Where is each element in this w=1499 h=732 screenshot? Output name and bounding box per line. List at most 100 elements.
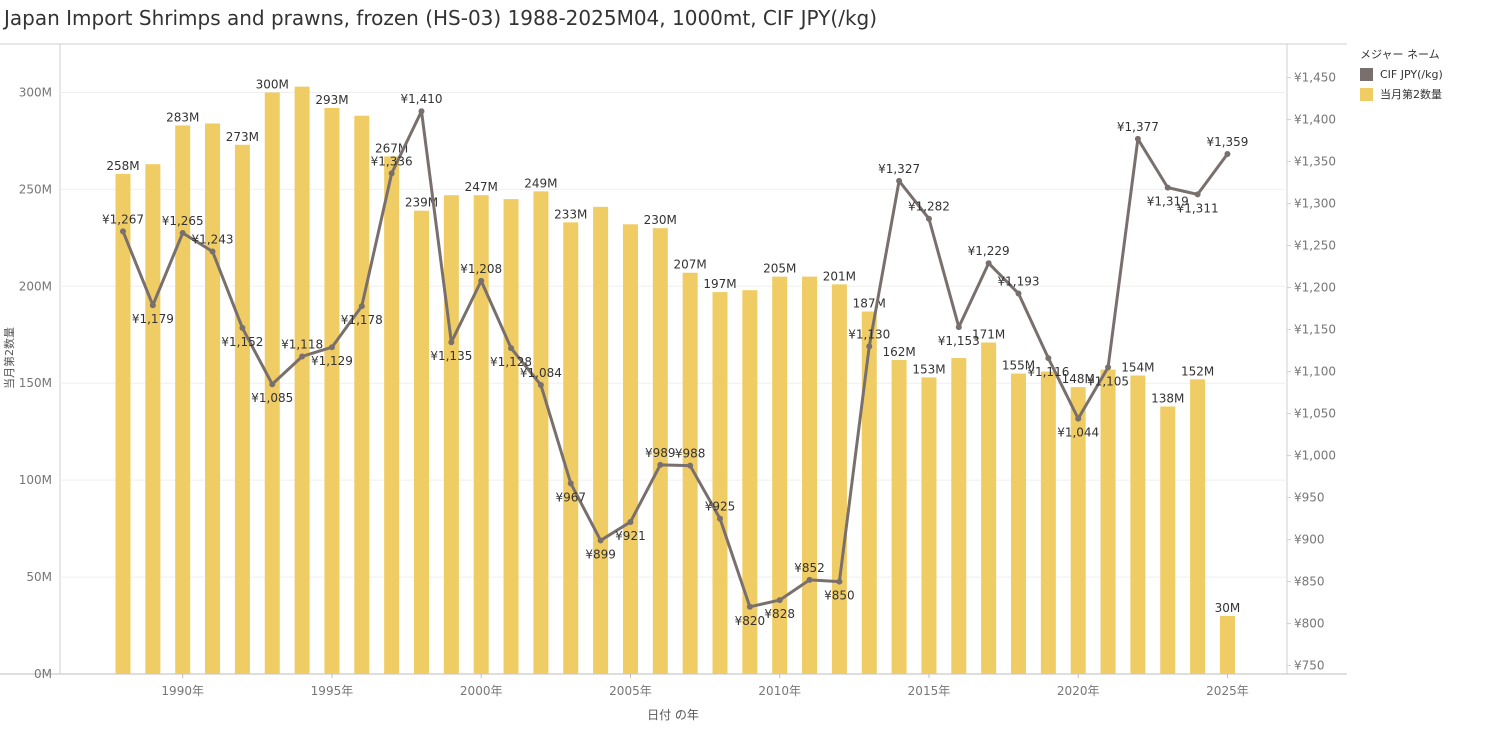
price-point <box>627 518 634 525</box>
bar <box>951 358 967 674</box>
y2-tick-label: ¥750 <box>1294 659 1325 673</box>
bar-label: 187M <box>853 297 886 311</box>
price-label: ¥989 <box>645 446 676 460</box>
bar <box>205 123 221 674</box>
bar <box>981 342 997 674</box>
y-tick-label: 200M <box>19 279 52 293</box>
y2-tick-label: ¥1,200 <box>1294 281 1336 295</box>
price-point <box>597 537 604 544</box>
price-label: ¥820 <box>735 614 766 628</box>
y2-tick-label: ¥1,100 <box>1294 365 1336 379</box>
y-tick-label: 300M <box>19 85 52 99</box>
bar-label: 258M <box>106 159 139 173</box>
price-label: ¥1,044 <box>1057 426 1099 440</box>
price-point <box>1075 415 1082 422</box>
y-tick-label: 100M <box>19 473 52 487</box>
chart-title: Japan Import Shrimps and prawns, frozen … <box>4 6 878 30</box>
bar <box>802 276 818 674</box>
price-label: ¥1,085 <box>251 391 293 405</box>
price-label: ¥1,319 <box>1147 195 1189 209</box>
bar-label: 30M <box>1215 601 1241 615</box>
bar <box>1160 406 1176 674</box>
bar <box>503 199 519 675</box>
price-label: ¥1,130 <box>848 327 890 341</box>
bar-label: 153M <box>912 362 945 376</box>
bar-label: 197M <box>703 277 736 291</box>
price-label: ¥828 <box>764 607 795 621</box>
bar-label: 247M <box>465 180 498 194</box>
x-tick-label: 2010年 <box>758 684 801 698</box>
bar <box>354 115 370 674</box>
bar <box>1070 387 1086 674</box>
price-point <box>1134 135 1141 142</box>
price-point <box>388 170 395 177</box>
y-tick-label: 150M <box>19 376 52 390</box>
legend-item-cif[interactable]: CIF JPY(/kg) <box>1360 68 1443 81</box>
price-label: ¥925 <box>705 500 736 514</box>
bar <box>384 156 400 674</box>
bar <box>861 311 877 674</box>
price-label: ¥1,267 <box>102 212 144 226</box>
price-point <box>149 302 156 309</box>
bar-label: 205M <box>763 262 796 276</box>
bar-label: 267M <box>375 141 408 155</box>
price-point <box>209 248 216 255</box>
price-point <box>1224 151 1231 158</box>
y2-tick-label: ¥1,150 <box>1294 323 1336 337</box>
price-point <box>1194 191 1201 198</box>
bar <box>1011 373 1026 674</box>
bar <box>324 107 340 674</box>
price-point <box>478 277 485 284</box>
price-point <box>866 343 873 350</box>
price-label: ¥1,153 <box>938 334 980 348</box>
bar-label: 207M <box>674 258 707 272</box>
bar <box>1130 375 1146 674</box>
price-label: ¥1,208 <box>460 262 502 276</box>
price-label: ¥1,359 <box>1206 135 1248 149</box>
bar-label: 162M <box>882 345 915 359</box>
legend: メジャー ネーム CIF JPY(/kg) 当月第2数量 <box>1360 46 1443 107</box>
price-point <box>746 603 753 610</box>
y2-tick-label: ¥850 <box>1294 575 1325 589</box>
price-point <box>687 462 694 469</box>
bar <box>772 276 788 674</box>
bar-label: 138M <box>1151 391 1184 405</box>
y2-tick-label: ¥1,450 <box>1294 71 1336 85</box>
bar-label: 148M <box>1062 372 1095 386</box>
price-label: ¥1,229 <box>968 244 1010 258</box>
price-point <box>955 324 962 331</box>
price-label: ¥1,410 <box>401 92 443 106</box>
bar <box>414 210 429 674</box>
bar-label: 152M <box>1181 364 1214 378</box>
y2-tick-label: ¥1,050 <box>1294 407 1336 421</box>
price-label: ¥1,178 <box>341 313 383 327</box>
bar <box>831 284 847 674</box>
bar-label: 201M <box>823 269 856 283</box>
price-point <box>985 260 992 267</box>
x-tick-label: 2015年 <box>908 684 951 698</box>
y-tick-label: 0M <box>34 667 52 681</box>
price-label: ¥1,105 <box>1087 374 1129 388</box>
price-point <box>120 228 126 235</box>
y2-tick-label: ¥800 <box>1294 617 1325 631</box>
price-label: ¥988 <box>675 447 706 461</box>
bar-label: 154M <box>1121 360 1154 374</box>
x-tick-label: 1990年 <box>161 684 204 698</box>
bar-label: 155M <box>1002 359 1035 373</box>
bar <box>115 173 131 674</box>
bar <box>443 195 459 674</box>
price-point <box>896 177 903 184</box>
legend-item-quantity[interactable]: 当月第2数量 <box>1360 86 1443 102</box>
bar <box>652 228 668 674</box>
price-point <box>776 597 783 604</box>
price-point <box>179 230 186 236</box>
y2-tick-label: ¥900 <box>1294 533 1325 547</box>
price-label: ¥1,336 <box>371 154 413 168</box>
price-point <box>239 324 246 331</box>
price-point <box>358 303 365 310</box>
y2-tick-label: ¥1,250 <box>1294 239 1336 253</box>
price-label: ¥850 <box>824 589 855 603</box>
price-point <box>1164 184 1171 191</box>
price-point <box>717 515 723 522</box>
bar <box>473 195 489 674</box>
